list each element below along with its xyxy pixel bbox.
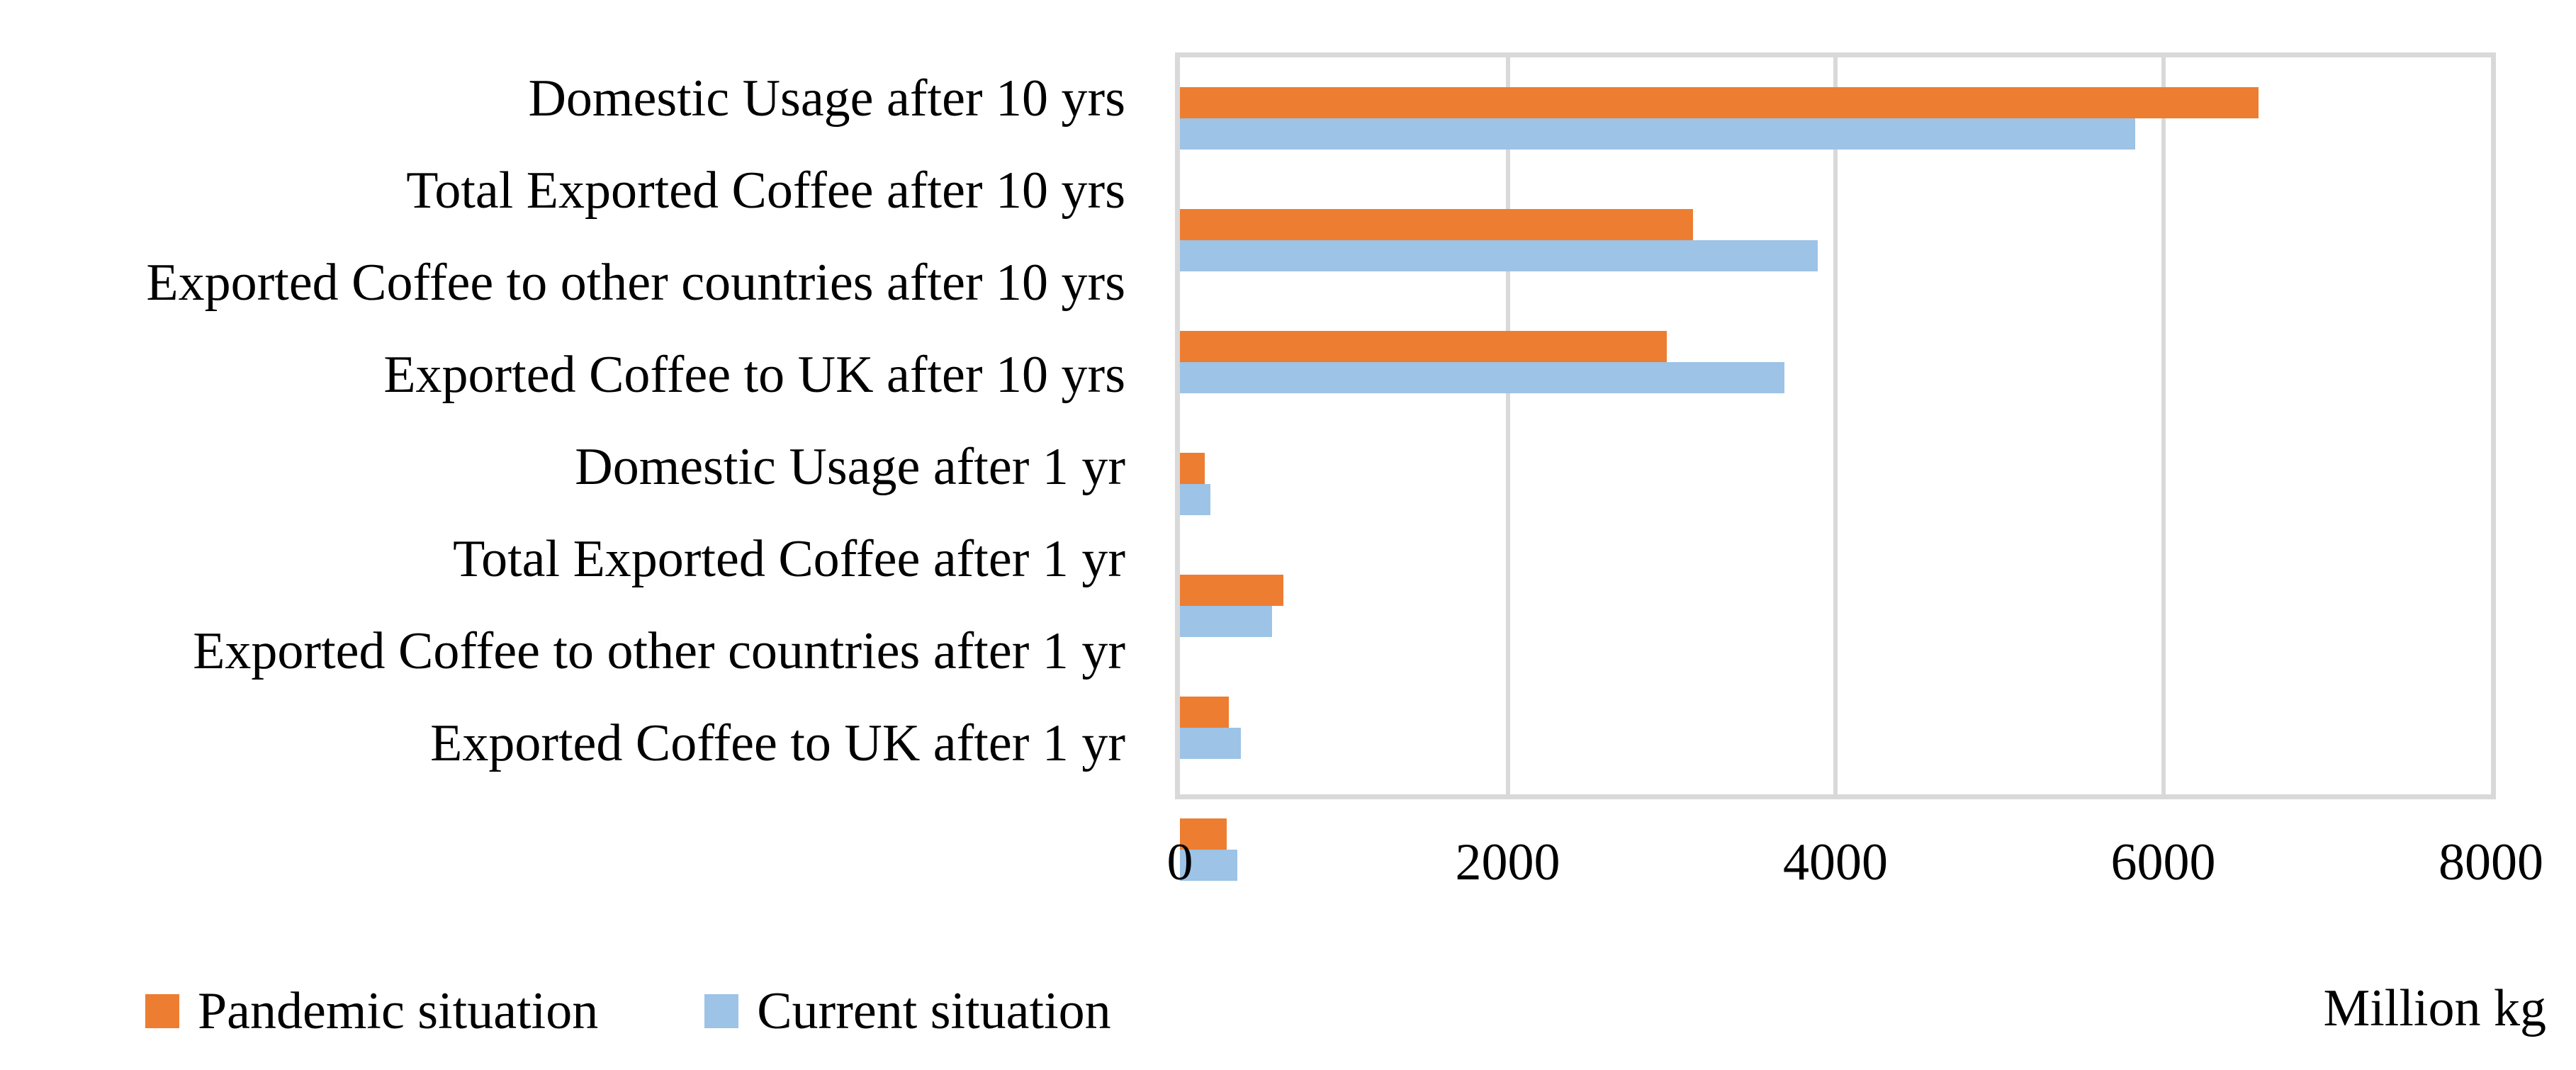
category-label: Domestic Usage after 10 yrs <box>528 69 1125 128</box>
bar-current-situation <box>1180 728 1241 759</box>
category-label: Exported Coffee to other countries after… <box>146 254 1125 312</box>
x-tick-label: 2000 <box>1455 833 1560 891</box>
bar-current-situation <box>1180 606 1272 637</box>
bar-pandemic-situation <box>1180 87 2259 118</box>
bar-bands <box>1180 87 2491 1032</box>
legend-swatch <box>704 994 739 1028</box>
category-band <box>1180 575 2491 667</box>
legend: Pandemic situation Current situation <box>145 985 1111 1037</box>
bar-pandemic-situation <box>1180 331 1667 362</box>
category-axis-labels: Domestic Usage after 10 yrs Total Exporte… <box>0 52 1175 799</box>
category-label: Exported Coffee to UK after 10 yrs <box>383 346 1125 404</box>
bar-pandemic-situation <box>1180 209 1693 240</box>
x-axis-ticks: 0 2000 4000 6000 8000 <box>1167 833 2544 900</box>
x-tick-label: 4000 <box>1783 833 1888 891</box>
legend-item-pandemic-situation: Pandemic situation <box>145 985 598 1037</box>
chart-area: Domestic Usage after 10 yrs Total Exporte… <box>0 52 2576 881</box>
category-band <box>1180 209 2491 301</box>
bar-chart-figure: { "chart_data": { "type": "bar", "orient… <box>0 52 2576 1070</box>
category-band <box>1180 331 2491 423</box>
legend-item-current-situation: Current situation <box>704 982 1111 1040</box>
x-tick-label: 0 <box>1166 833 1193 891</box>
plot-area <box>1175 52 2496 881</box>
bar-current-situation <box>1180 484 1210 515</box>
category-label: Total Exported Coffee after 10 yrs <box>406 162 1125 220</box>
category-label: Exported Coffee to UK after 1 yr <box>430 714 1125 772</box>
category-band <box>1180 940 2491 1032</box>
x-tick-label: 6000 <box>2110 833 2216 891</box>
category-band <box>1180 87 2491 179</box>
legend-label: Current situation <box>757 982 1111 1040</box>
bar-pandemic-situation <box>1180 575 1283 606</box>
legend-label: Pandemic situation <box>198 982 599 1040</box>
bar-pandemic-situation <box>1180 453 1205 484</box>
x-tick-label: 8000 <box>2439 833 2543 891</box>
bar-current-situation <box>1180 850 1237 881</box>
bar-current-situation <box>1180 362 1785 393</box>
category-label: Exported Coffee to other countries after… <box>193 622 1125 680</box>
gridline <box>1833 57 1838 794</box>
category-band <box>1180 818 2491 911</box>
category-band <box>1180 697 2491 789</box>
category-band <box>1180 453 2491 545</box>
gridline <box>2161 57 2166 794</box>
category-label: Domestic Usage after 1 yr <box>575 438 1125 496</box>
category-label: Total Exported Coffee after 1 yr <box>453 530 1125 588</box>
bar-current-situation <box>1180 240 1818 271</box>
legend-swatch <box>145 994 179 1028</box>
bar-current-situation <box>1180 118 2136 150</box>
gridline <box>1505 57 1510 794</box>
bar-pandemic-situation <box>1180 697 1230 728</box>
bar-pandemic-situation <box>1180 818 1227 850</box>
x-axis: 0 2000 4000 6000 8000 <box>0 836 2576 900</box>
axis-unit-label: Million kg <box>2323 979 2546 1037</box>
